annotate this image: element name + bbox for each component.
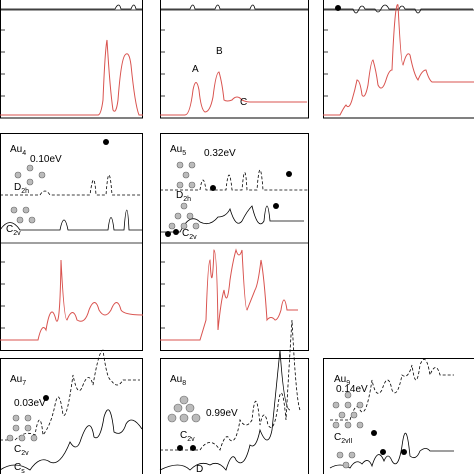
peak-label: C [240, 97, 247, 108]
peak-label: A [192, 64, 199, 75]
symmetry-label: C2v [14, 444, 29, 457]
symmetry-label: C2v [180, 430, 195, 443]
energy-label: 0.14eV [336, 384, 368, 395]
labels: A B C Au4 0.10eV D2h C2v Au5 0.32eV D2h … [6, 46, 368, 474]
symmetry-label: Cs [14, 462, 25, 474]
symmetry-label: C2v [182, 228, 197, 241]
energy-label: 0.10eV [30, 154, 62, 165]
cluster-label: Au4 [10, 144, 26, 157]
cluster-label: Au7 [10, 374, 26, 387]
symmetry-label: D2h [176, 190, 191, 203]
cluster-label: Au5 [170, 144, 186, 157]
axis-ticks [0, 29, 328, 329]
energy-label: 0.32eV [204, 148, 236, 159]
spectra [0, 4, 474, 471]
peak-label: B [216, 46, 223, 57]
markers [43, 5, 407, 455]
symmetry-label: D2h [14, 182, 29, 195]
symmetry-label: C2vII [334, 432, 353, 445]
energy-label: 0.03eV [14, 398, 46, 409]
symmetry-label: D [196, 464, 203, 474]
symmetry-label: C2v [6, 224, 21, 237]
cluster-icons [6, 161, 364, 469]
cluster-label: Au9 [334, 374, 350, 387]
cluster-label: Au8 [170, 374, 186, 387]
energy-label: 0.99eV [206, 408, 238, 419]
